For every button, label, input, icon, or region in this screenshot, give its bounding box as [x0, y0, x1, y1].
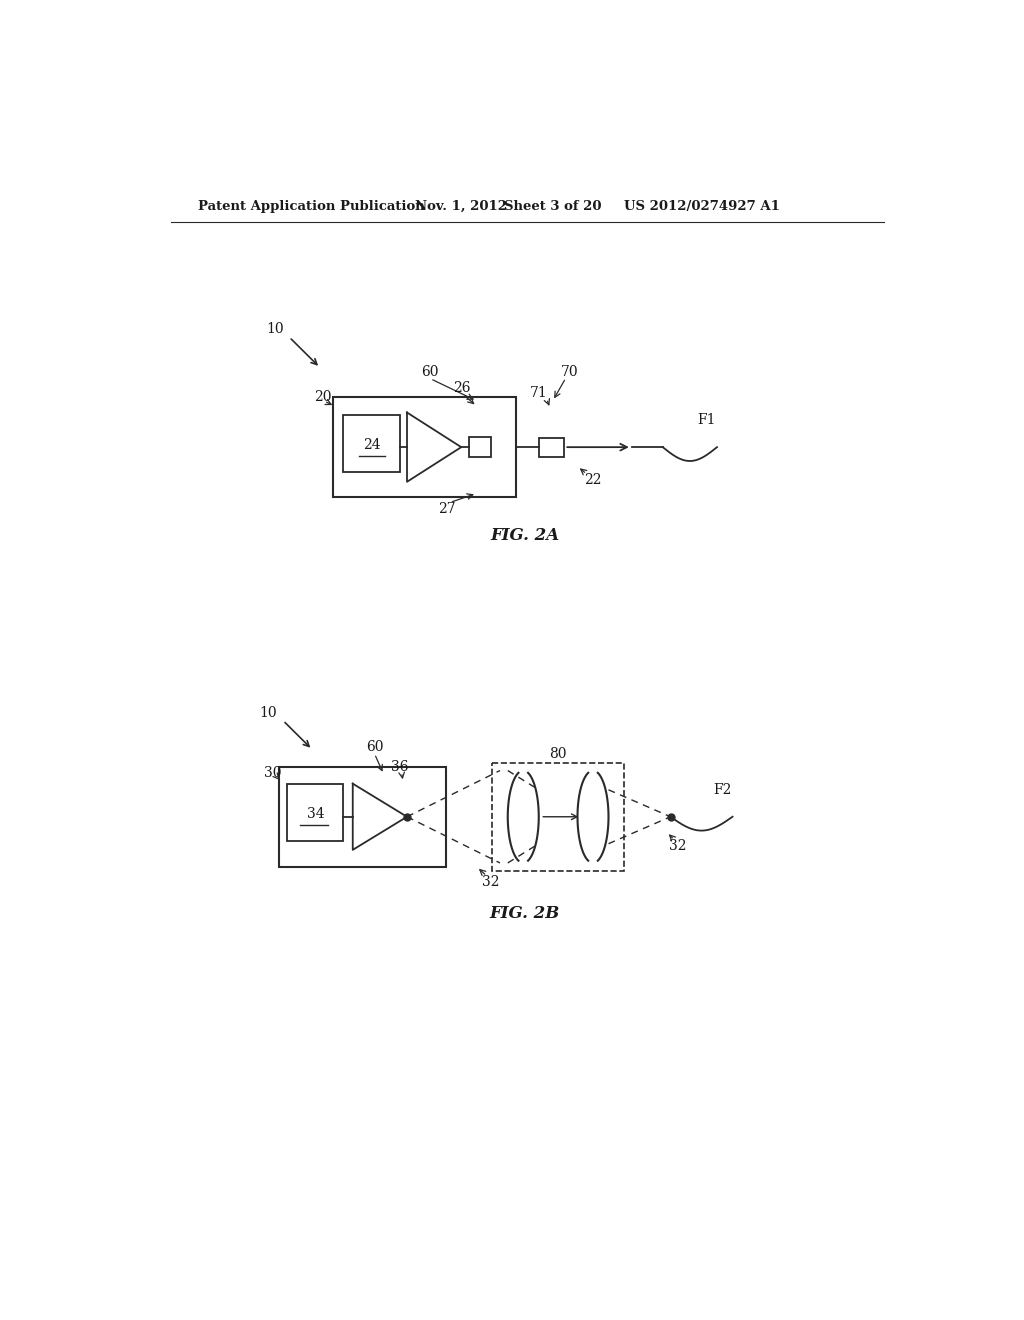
Bar	[493, 763, 624, 871]
Text: FIG. 2B: FIG. 2B	[489, 904, 560, 921]
Text: Nov. 1, 2012: Nov. 1, 2012	[415, 199, 507, 213]
Bar	[280, 767, 445, 867]
Text: 10: 10	[260, 706, 278, 719]
Bar	[287, 784, 343, 841]
Text: 30: 30	[263, 766, 282, 780]
Text: 32: 32	[482, 875, 500, 890]
Text: 26: 26	[454, 381, 471, 395]
Text: 70: 70	[561, 366, 579, 379]
Text: 80: 80	[549, 747, 567, 760]
Text: Sheet 3 of 20: Sheet 3 of 20	[504, 199, 601, 213]
Text: F1: F1	[697, 413, 716, 428]
Text: 22: 22	[585, 474, 602, 487]
Bar	[469, 437, 490, 457]
Text: 20: 20	[314, 391, 332, 404]
Text: 10: 10	[266, 322, 284, 337]
Text: US 2012/0274927 A1: US 2012/0274927 A1	[624, 199, 780, 213]
Text: 71: 71	[529, 387, 548, 400]
Text: 32: 32	[670, 840, 687, 853]
Text: 60: 60	[422, 366, 439, 379]
Bar	[539, 438, 564, 457]
Bar	[334, 397, 515, 498]
Text: 36: 36	[390, 760, 408, 774]
Text: 34: 34	[307, 807, 325, 821]
Polygon shape	[407, 412, 461, 482]
Text: FIG. 2A: FIG. 2A	[490, 527, 559, 544]
Text: 27: 27	[438, 502, 456, 516]
Text: F2: F2	[713, 783, 731, 797]
Text: 60: 60	[366, 741, 383, 755]
Polygon shape	[352, 784, 407, 850]
Bar	[343, 414, 400, 471]
Text: 24: 24	[364, 438, 381, 451]
Text: Patent Application Publication: Patent Application Publication	[198, 199, 425, 213]
